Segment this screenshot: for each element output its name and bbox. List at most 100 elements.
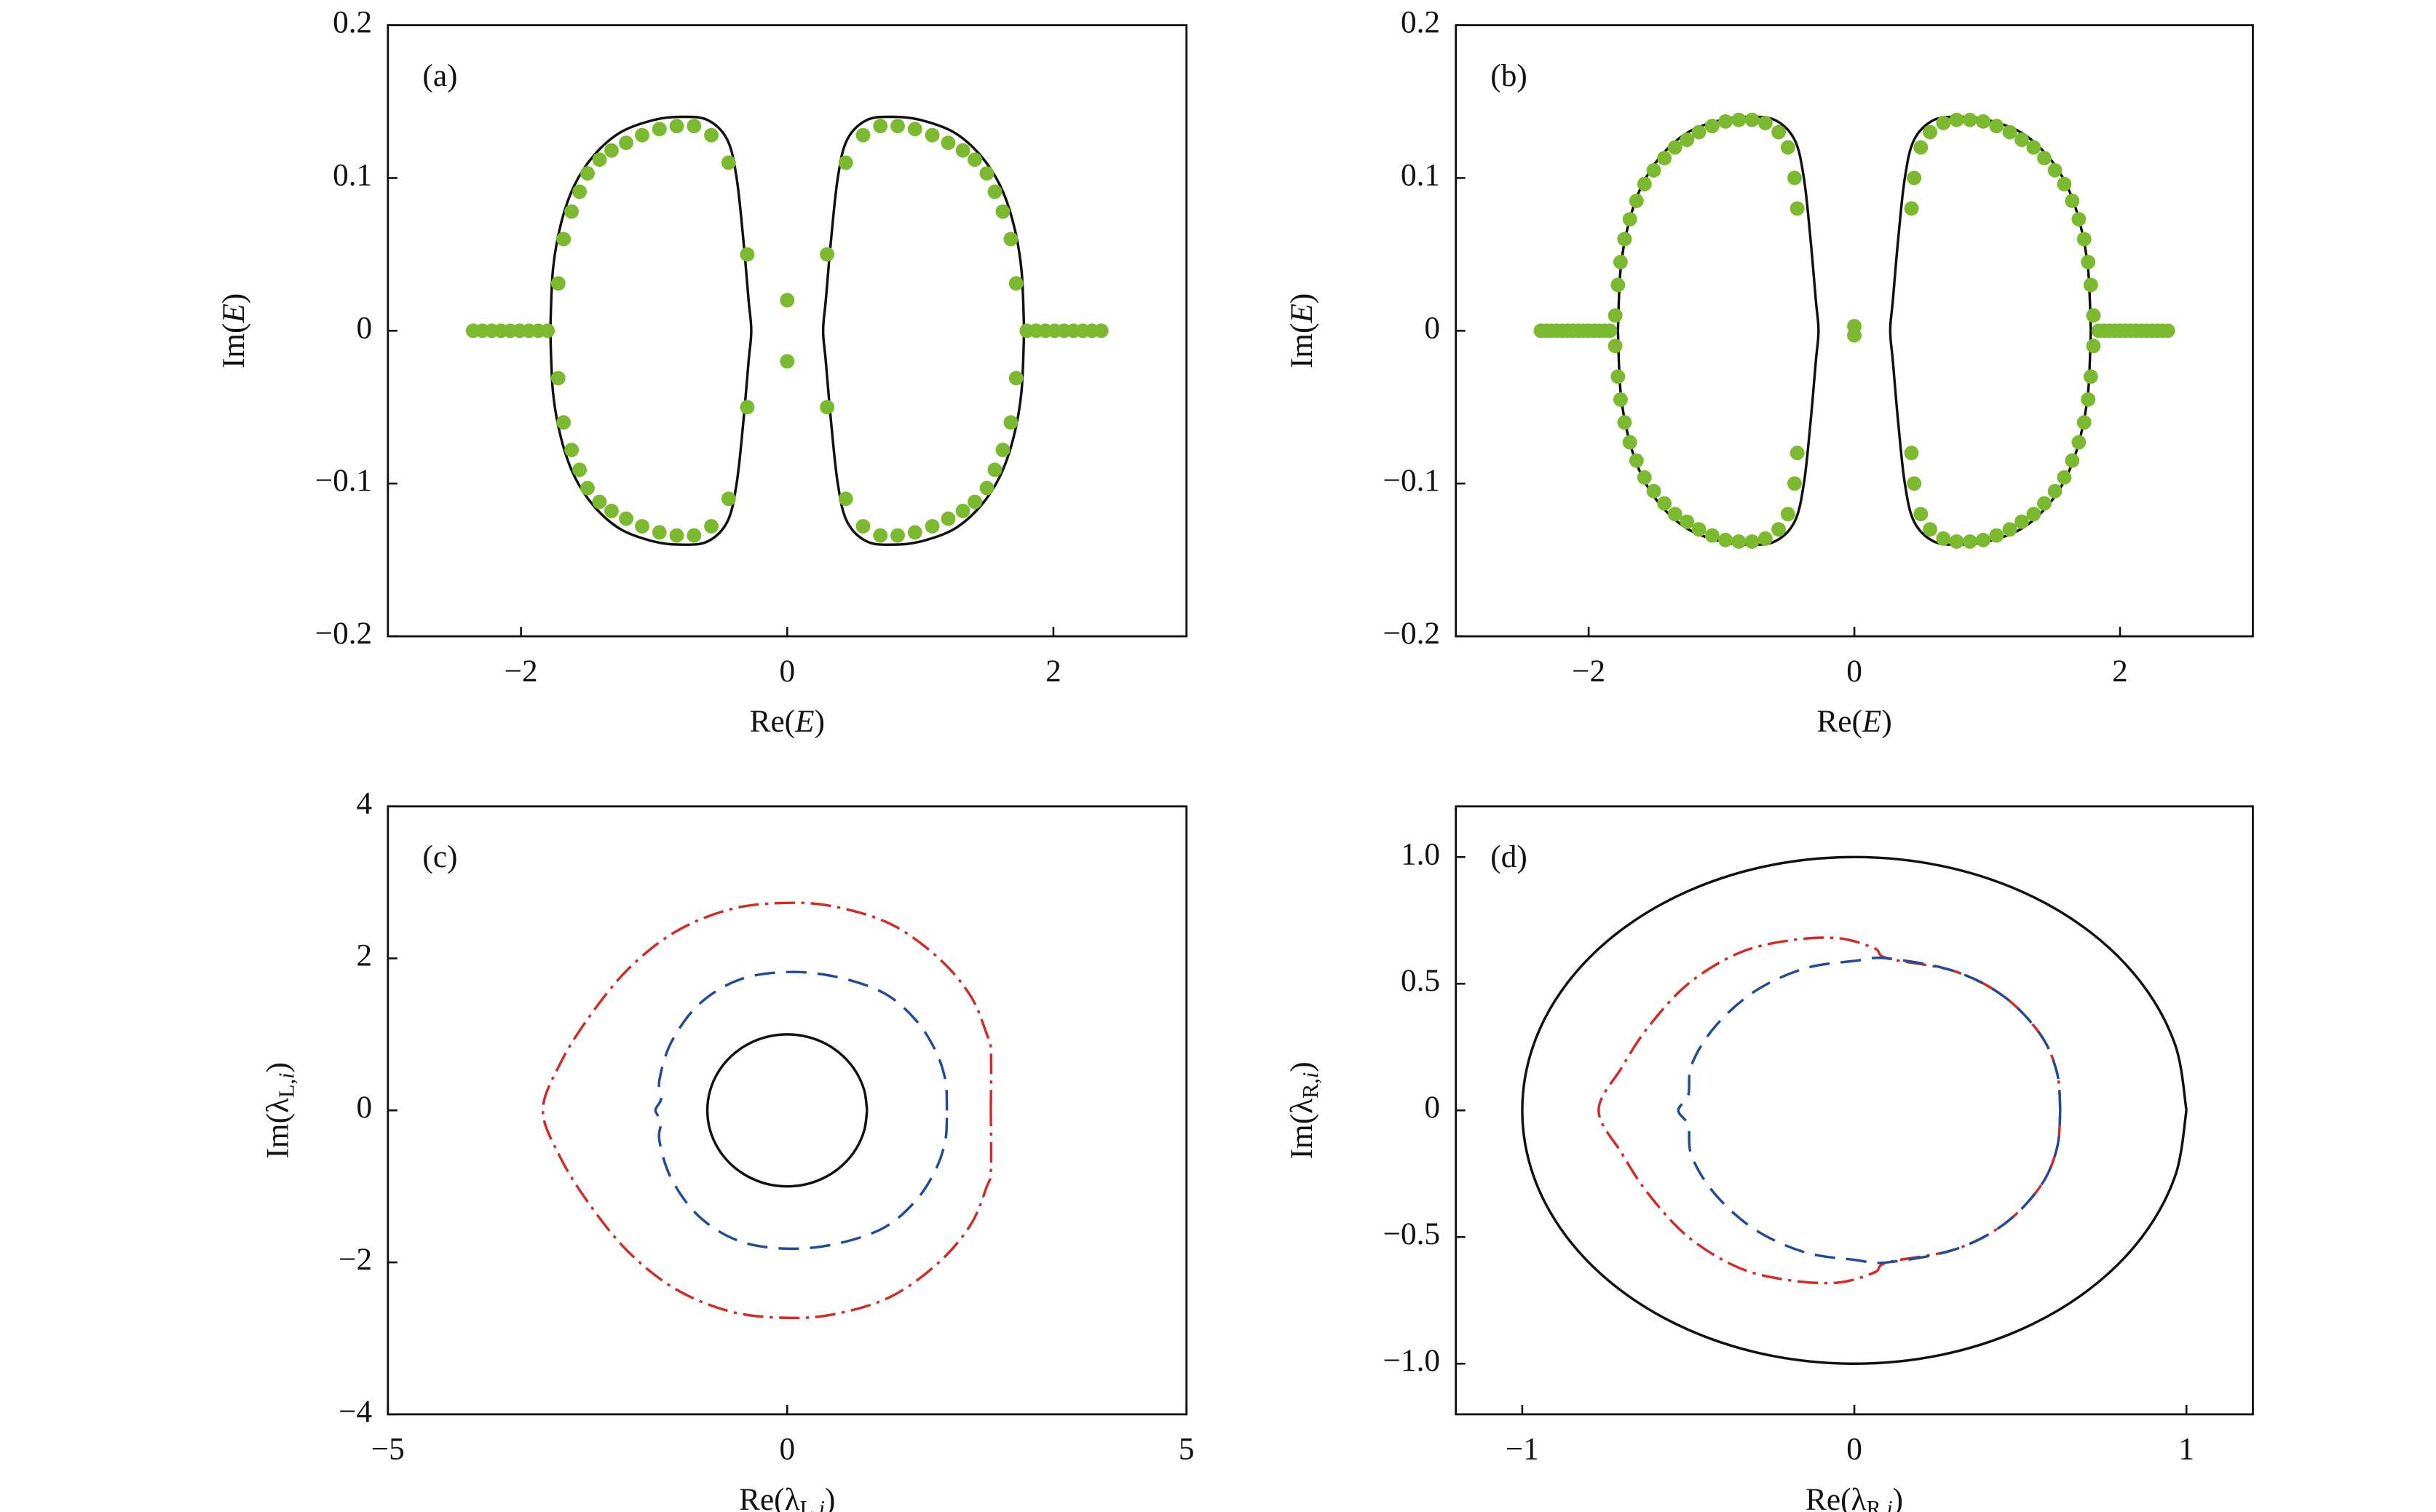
data-point: [2065, 453, 2080, 468]
y-tick-label: 0.1: [1401, 157, 1440, 192]
panel: −2 0 2−0.2−0.100.10.2(a)Re(E)Im(E): [216, 5, 1188, 739]
data-point: [1622, 435, 1637, 450]
x-tick-label: 1: [2178, 1432, 2194, 1467]
data-point: [873, 528, 888, 543]
data-point: [2076, 231, 2092, 247]
x-tick-label: 5: [1179, 1432, 1195, 1467]
panel-label: (c): [422, 839, 457, 874]
data-point: [2081, 254, 2096, 269]
data-point: [955, 504, 970, 518]
data-point: [1757, 115, 1773, 130]
data-point: [1780, 507, 1795, 522]
y-tick-label: −0.2: [315, 616, 372, 651]
data-point: [721, 491, 736, 507]
label-part: i: [819, 1496, 825, 1512]
data-point: [1731, 534, 1747, 549]
data-point: [1003, 415, 1019, 430]
y-axis-label: Im(λL,i): [261, 1062, 299, 1158]
x-tick-label: 2: [1045, 654, 1061, 689]
x-axis-label: Re(λL,i): [739, 1482, 835, 1512]
x-axis-label: Re(E): [750, 704, 825, 739]
data-point: [1790, 446, 1805, 461]
label-part: Re(: [1806, 1482, 1851, 1512]
data-point: [704, 519, 719, 534]
curve: [541, 901, 993, 1320]
data-point: [1657, 496, 1672, 511]
curve: [549, 115, 753, 546]
data-point: [564, 443, 580, 457]
data-point: [687, 528, 702, 543]
y-tick-label: −1.0: [1383, 1343, 1440, 1378]
data-point: [1718, 114, 1733, 129]
data-point: [1691, 124, 1707, 140]
y-tick-label: −4: [339, 1394, 372, 1429]
data-point: [669, 119, 684, 134]
data-point: [987, 462, 1003, 478]
data-point: [580, 166, 595, 181]
data-point: [2065, 194, 2080, 208]
y-tick-label: −0.1: [1383, 463, 1440, 498]
data-point: [1771, 124, 1787, 140]
data-point: [1976, 114, 1991, 129]
data-point: [1680, 514, 1695, 529]
data-point: [1847, 328, 1862, 343]
y-tick-label: −2: [339, 1242, 372, 1277]
data-point: [1718, 532, 1733, 547]
data-point: [941, 135, 956, 151]
label-part: L,: [274, 1079, 298, 1098]
label-part: E: [1284, 304, 1319, 323]
data-point: [687, 119, 702, 134]
data-point: [1907, 170, 1922, 186]
data-point: [968, 494, 982, 510]
data-point: [2086, 308, 2101, 323]
x-tick-label: 0: [779, 654, 795, 689]
data-point: [1607, 339, 1623, 354]
data-point: [550, 371, 566, 386]
data-point: [1923, 124, 1938, 140]
data-point: [652, 525, 667, 540]
data-point: [2026, 140, 2041, 155]
data-point: [855, 127, 871, 143]
label-part: λ: [1284, 1099, 1319, 1114]
data-point: [1610, 277, 1626, 293]
data-point: [907, 525, 922, 540]
y-tick-label: 0.2: [333, 5, 372, 40]
label-part: Re(: [750, 704, 795, 739]
data-point: [1613, 392, 1628, 407]
curve: [1677, 957, 2062, 1264]
data-point: [838, 155, 853, 170]
data-point: [1923, 522, 1938, 537]
data-point: [619, 511, 634, 526]
data-point: [1602, 323, 1618, 339]
label-part: ): [216, 293, 251, 304]
data-point: [780, 293, 795, 308]
label-part: λ: [785, 1482, 800, 1512]
data-point: [1008, 371, 1024, 386]
data-point: [995, 443, 1011, 457]
y-axis-label: Im(λR,i): [1284, 1061, 1323, 1159]
data-point: [1913, 140, 1929, 155]
label-part: Re(: [1816, 704, 1862, 739]
data-point: [604, 143, 619, 158]
data-point: [873, 119, 888, 134]
panel: −2 0 2−0.2−0.100.10.2(b)Re(E)Im(E): [1284, 5, 2254, 739]
data-point: [619, 135, 634, 151]
data-point: [1744, 112, 1760, 127]
label-part: λ: [1851, 1482, 1867, 1512]
label-part: R,: [1867, 1496, 1887, 1512]
data-point: [1907, 476, 1922, 491]
data-point: [1936, 531, 1951, 546]
data-point: [855, 519, 871, 534]
y-tick-label: −0.5: [1383, 1216, 1440, 1251]
data-point: [635, 519, 649, 534]
panel: −1 0 1−1.0−0.500.51.0 (d)Re(λR,i)Im(λR,i): [1284, 805, 2254, 1512]
y-tick-label: 0.2: [1401, 5, 1440, 40]
x-tick-label: 0: [1846, 1432, 1862, 1467]
data-point: [1607, 308, 1623, 323]
data-point: [1691, 522, 1707, 537]
data-point: [820, 400, 835, 415]
label-part: R,: [1298, 1078, 1323, 1099]
data-point: [1622, 212, 1637, 227]
data-point: [572, 184, 588, 199]
data-point: [2026, 507, 2041, 522]
